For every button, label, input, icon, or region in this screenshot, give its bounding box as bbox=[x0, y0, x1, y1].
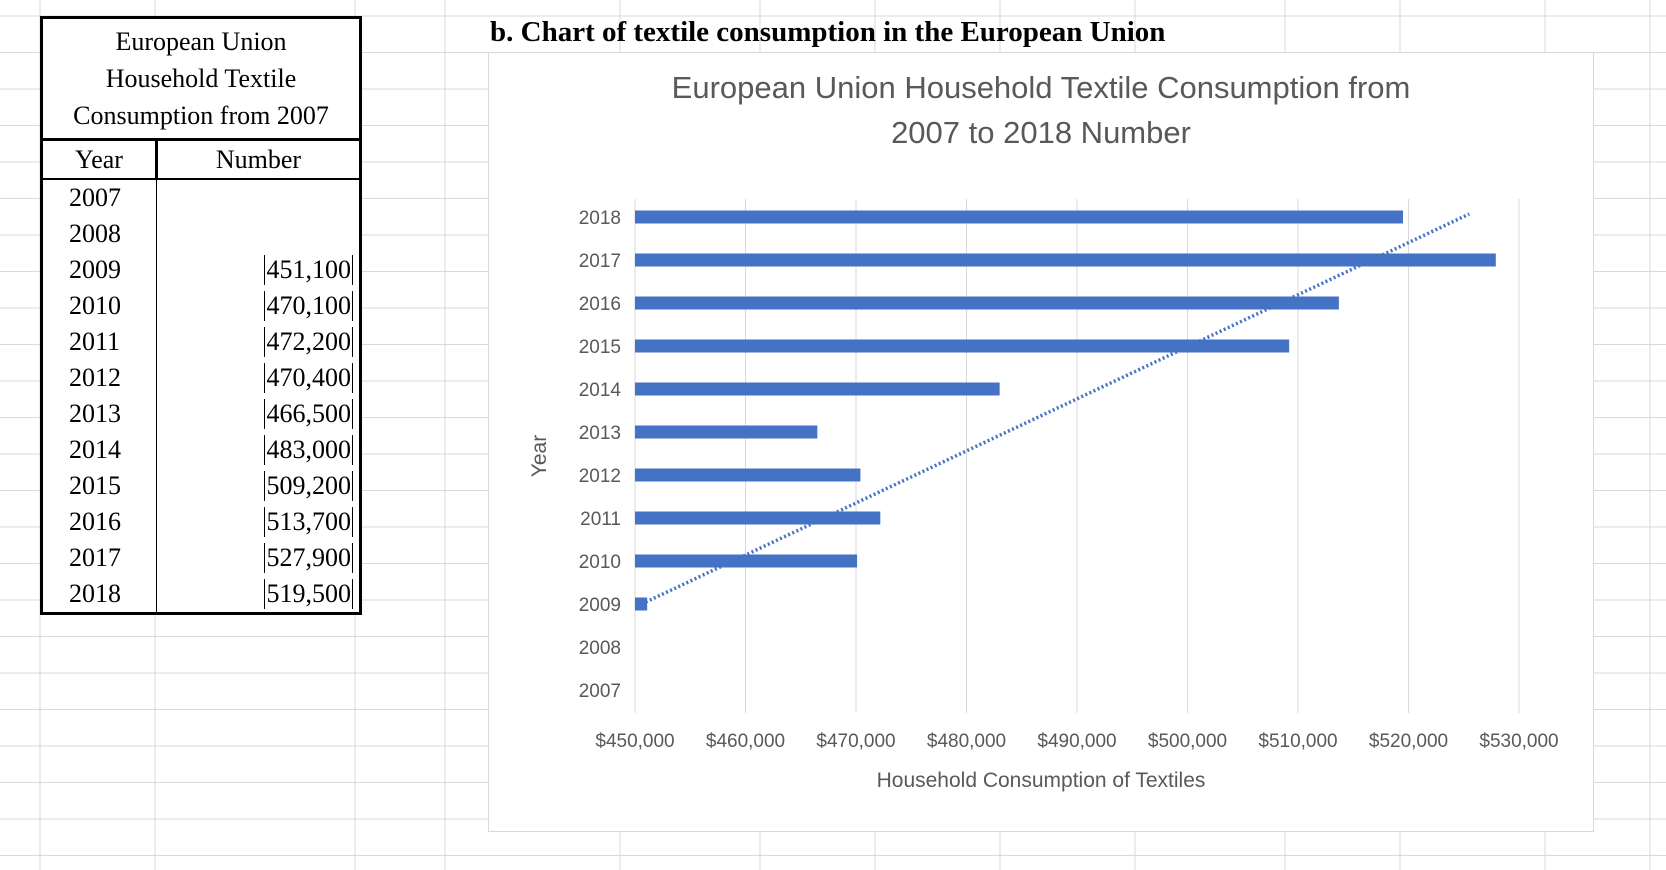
table-value: 466,500 bbox=[263, 399, 353, 429]
chart-subheading: b. Chart of textile consumption in the E… bbox=[490, 16, 1166, 48]
consumption-data-table: European Union Household Textile Consump… bbox=[40, 16, 362, 615]
y-tick-label: 2012 bbox=[579, 466, 621, 487]
bar-2010 bbox=[635, 554, 858, 568]
table-value: 470,100 bbox=[263, 291, 353, 321]
x-tick-label: $490,000 bbox=[1037, 731, 1116, 752]
table-header-row: Year Number bbox=[40, 139, 362, 180]
chart-title-line: 2007 to 2018 Number bbox=[891, 115, 1191, 150]
table-cell-year: 2017 bbox=[40, 540, 157, 576]
table-value: 509,200 bbox=[263, 471, 353, 501]
chart-area[interactable]: European Union Household Textile Consump… bbox=[488, 52, 1594, 832]
x-tick-label: $470,000 bbox=[816, 731, 895, 752]
y-tick-label: 2016 bbox=[579, 294, 621, 315]
y-axis-title: Year bbox=[528, 435, 551, 477]
bar-2015 bbox=[635, 339, 1290, 353]
table-value: 483,000 bbox=[263, 435, 353, 465]
y-tick-label: 2007 bbox=[579, 681, 621, 702]
table-title-line: Household Textile bbox=[105, 64, 297, 93]
table-cell-number: 509,200 bbox=[156, 468, 362, 504]
bar-chart: European Union Household Textile Consump… bbox=[528, 70, 1559, 792]
bar-2009 bbox=[635, 597, 648, 611]
x-tick-label: $520,000 bbox=[1369, 731, 1448, 752]
y-tick-label: 2009 bbox=[579, 595, 621, 616]
bar-2016 bbox=[635, 296, 1339, 310]
table-title-line: Consumption from 2007 bbox=[73, 101, 329, 130]
table-cell-year: 2007 bbox=[40, 179, 157, 216]
table-cell-number: 513,700 bbox=[156, 504, 362, 540]
table-cell-year: 2012 bbox=[40, 360, 157, 396]
bar-2013 bbox=[635, 425, 818, 439]
table-value: 527,900 bbox=[263, 543, 353, 573]
x-tick-label: $530,000 bbox=[1479, 731, 1558, 752]
table-cell-year: 2013 bbox=[40, 396, 157, 432]
table-cell-number: 519,500 bbox=[156, 576, 362, 615]
table-cell-number: 466,500 bbox=[156, 396, 362, 432]
x-tick-label: $480,000 bbox=[927, 731, 1006, 752]
y-tick-label: 2015 bbox=[579, 337, 621, 358]
table-cell-year: 2018 bbox=[40, 576, 157, 615]
y-tick-label: 2014 bbox=[579, 380, 622, 401]
table-cell-number: 451,100 bbox=[156, 252, 362, 288]
bar-2017 bbox=[635, 253, 1496, 267]
table-value: 519,500 bbox=[263, 579, 353, 609]
bar-2012 bbox=[635, 468, 861, 482]
y-tick-label: 2018 bbox=[579, 208, 621, 229]
bar-2018 bbox=[635, 210, 1403, 224]
table-cell-number: 470,100 bbox=[156, 288, 362, 324]
y-tick-label: 2013 bbox=[579, 423, 621, 444]
table-cell-year: 2009 bbox=[40, 252, 157, 288]
table-title: European Union Household Textile Consump… bbox=[40, 16, 362, 141]
table-cell-number: 527,900 bbox=[156, 540, 362, 576]
table-cell-year: 2010 bbox=[40, 288, 157, 324]
table-cell-year: 2015 bbox=[40, 468, 157, 504]
y-tick-label: 2017 bbox=[579, 251, 621, 272]
bar-2011 bbox=[635, 511, 881, 525]
table-cell-year: 2016 bbox=[40, 504, 157, 540]
table-cell-year: 2008 bbox=[40, 216, 157, 252]
chart-title-line: European Union Household Textile Consump… bbox=[672, 70, 1411, 105]
bar-2014 bbox=[635, 382, 1000, 396]
table-cell-number: 470,400 bbox=[156, 360, 362, 396]
table-cell-year: 2011 bbox=[40, 324, 157, 360]
x-tick-label: $460,000 bbox=[706, 731, 785, 752]
x-tick-label: $450,000 bbox=[595, 731, 674, 752]
x-axis-title: Household Consumption of Textiles bbox=[877, 769, 1206, 792]
table-cell-number bbox=[156, 216, 362, 252]
table-cell-number bbox=[156, 179, 362, 216]
x-tick-label: $500,000 bbox=[1148, 731, 1227, 752]
y-tick-label: 2011 bbox=[580, 509, 621, 530]
table-cell-number: 483,000 bbox=[156, 432, 362, 468]
table-cell-number: 472,200 bbox=[156, 324, 362, 360]
table-value: 513,700 bbox=[263, 507, 353, 537]
table-value: 470,400 bbox=[263, 363, 353, 393]
table-value: 451,100 bbox=[263, 255, 353, 285]
linear-trendline bbox=[640, 212, 1471, 606]
y-tick-label: 2010 bbox=[579, 552, 621, 573]
y-tick-label: 2008 bbox=[579, 638, 621, 659]
table-cell-year: 2014 bbox=[40, 432, 157, 468]
table-value: 472,200 bbox=[263, 327, 353, 357]
number-column-header: Number bbox=[155, 139, 362, 180]
table-title-line: European Union bbox=[115, 27, 287, 56]
x-tick-label: $510,000 bbox=[1258, 731, 1337, 752]
year-column-header: Year bbox=[40, 139, 157, 180]
